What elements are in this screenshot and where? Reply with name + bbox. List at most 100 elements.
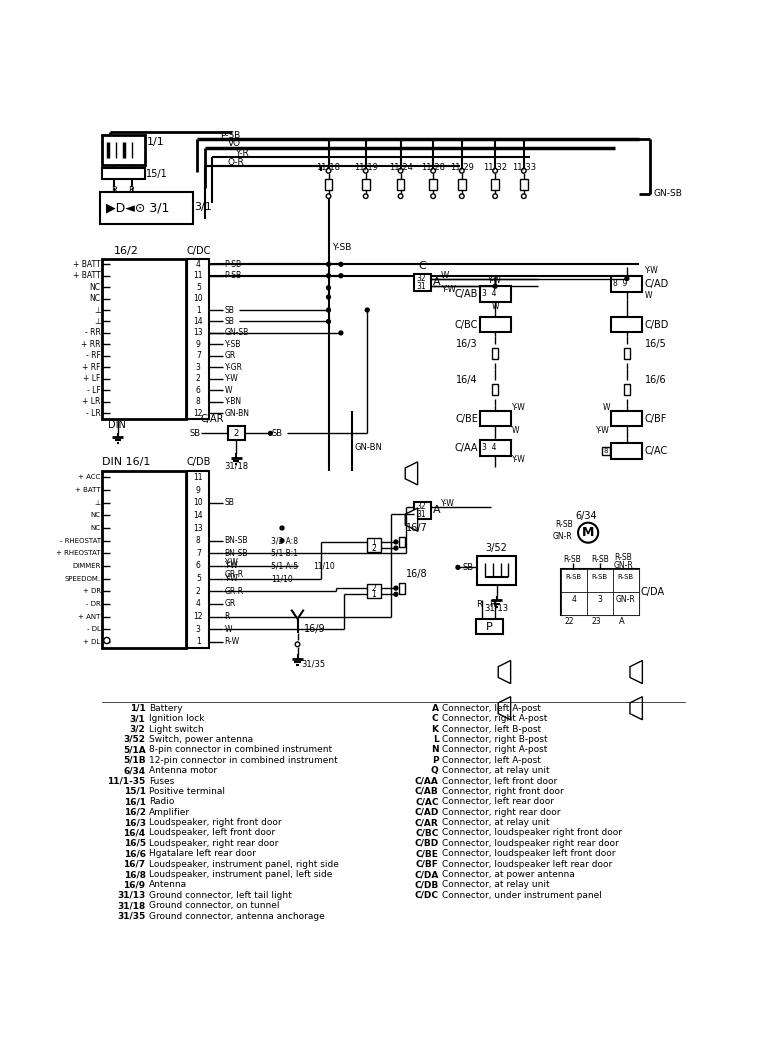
Text: + LF: + LF [83, 374, 101, 384]
Text: 13: 13 [194, 523, 203, 533]
Text: C/DA: C/DA [641, 586, 665, 597]
Bar [399, 582, 406, 594]
Text: R: R [225, 612, 230, 621]
Text: 11/18: 11/18 [316, 163, 340, 171]
Text: 11/33: 11/33 [511, 163, 536, 171]
Text: 5: 5 [196, 574, 200, 583]
Text: Connector, right A-post: Connector, right A-post [442, 714, 547, 723]
Circle shape [493, 193, 498, 199]
Text: 3/1: 3/1 [130, 714, 146, 723]
Text: Fuses: Fuses [149, 777, 174, 785]
Text: 31/13: 31/13 [485, 603, 508, 613]
Text: 31/18: 31/18 [118, 902, 146, 910]
Polygon shape [630, 697, 642, 720]
Text: Y-W: Y-W [512, 403, 526, 412]
Text: + ACC: + ACC [78, 474, 101, 480]
Text: Battery: Battery [149, 704, 182, 713]
Bar [492, 348, 498, 358]
Text: DIN 16/1: DIN 16/1 [102, 457, 151, 467]
Text: Connector, loudspeaker left front door: Connector, loudspeaker left front door [442, 849, 615, 859]
Text: C/BE: C/BE [415, 849, 439, 859]
Text: ▶D◄⊙ 3/1: ▶D◄⊙ 3/1 [106, 201, 170, 214]
Text: 16/7: 16/7 [124, 860, 146, 869]
Text: GN-SB: GN-SB [654, 189, 683, 199]
Text: Y-W: Y-W [225, 558, 238, 566]
Bar [492, 384, 498, 395]
Text: 16/2: 16/2 [114, 246, 139, 255]
Text: C/DB: C/DB [186, 457, 210, 467]
Circle shape [339, 274, 343, 277]
Text: 32: 32 [417, 502, 426, 511]
Bar [613, 592, 638, 615]
Text: Connector, at power antenna: Connector, at power antenna [442, 870, 574, 879]
Bar [414, 502, 431, 519]
Circle shape [326, 295, 330, 298]
Text: 3: 3 [598, 595, 602, 604]
Bar [187, 259, 209, 418]
Text: 16/5: 16/5 [644, 339, 667, 349]
Text: 10: 10 [194, 498, 203, 508]
Text: W: W [225, 624, 232, 634]
Text: Switch, power antenna: Switch, power antenna [149, 735, 253, 744]
Text: 3/1: 3/1 [194, 202, 212, 212]
Text: SB: SB [225, 317, 234, 326]
Bar [611, 411, 642, 427]
Text: 2: 2 [196, 374, 200, 384]
Text: C/AC: C/AC [644, 446, 668, 456]
Text: Connector, left A-post: Connector, left A-post [442, 756, 541, 765]
Text: 16/5: 16/5 [124, 839, 146, 848]
Text: + RF: + RF [82, 363, 101, 372]
Text: + BATT: + BATT [73, 271, 101, 281]
Text: Connector, loudspeaker right front door: Connector, loudspeaker right front door [442, 828, 621, 838]
Text: 16/8: 16/8 [124, 870, 146, 879]
Text: 9: 9 [196, 339, 200, 349]
Text: P-SB: P-SB [225, 260, 242, 269]
Text: 13: 13 [194, 328, 203, 337]
Text: 4: 4 [196, 260, 200, 269]
Text: 1: 1 [371, 538, 376, 548]
Text: 6: 6 [196, 561, 200, 571]
Text: NC: NC [91, 512, 101, 518]
Text: 15/1: 15/1 [124, 787, 146, 796]
Text: R-SB: R-SB [591, 574, 607, 579]
Text: 2: 2 [196, 586, 200, 596]
Text: R: R [128, 186, 134, 195]
Text: 16/6: 16/6 [644, 375, 667, 386]
Bar [397, 180, 405, 190]
Text: 16/9: 16/9 [303, 624, 326, 634]
Bar [613, 569, 638, 592]
Text: 16/6: 16/6 [124, 849, 146, 859]
Text: 16/4: 16/4 [124, 828, 146, 838]
Text: 11/19: 11/19 [354, 163, 378, 171]
Text: 8-pin connector in combined instrument: 8-pin connector in combined instrument [149, 745, 332, 755]
Text: 9: 9 [196, 486, 200, 495]
Text: 31/18: 31/18 [224, 462, 248, 471]
Text: + BATT: + BATT [75, 487, 101, 493]
Text: Amplifier: Amplifier [149, 807, 190, 817]
Text: P: P [432, 756, 439, 765]
Text: GN-R: GN-R [613, 560, 633, 570]
Text: 5/1B: 5/1B [123, 756, 146, 765]
Text: Y-SB: Y-SB [333, 243, 352, 252]
Text: Loudspeaker, left front door: Loudspeaker, left front door [149, 828, 275, 838]
Text: GN-R: GN-R [553, 532, 573, 541]
Text: A: A [433, 277, 441, 287]
Text: 7: 7 [196, 351, 200, 360]
Polygon shape [498, 697, 511, 720]
Circle shape [493, 168, 498, 173]
Text: Connector, loudspeaker left rear door: Connector, loudspeaker left rear door [442, 860, 612, 869]
Circle shape [363, 168, 368, 173]
Text: Light switch: Light switch [149, 724, 204, 734]
Bar [611, 317, 642, 332]
Circle shape [459, 168, 464, 173]
Text: 5/1A: 5/1A [123, 745, 146, 755]
Text: ⊥: ⊥ [94, 317, 101, 326]
Circle shape [394, 593, 398, 596]
Bar [602, 448, 610, 455]
Text: SB: SB [462, 563, 473, 572]
Circle shape [394, 547, 398, 550]
Text: C/AR: C/AR [200, 414, 224, 424]
Circle shape [295, 642, 300, 646]
Text: GR-R: GR-R [225, 586, 243, 596]
Text: Y-W: Y-W [596, 426, 610, 435]
